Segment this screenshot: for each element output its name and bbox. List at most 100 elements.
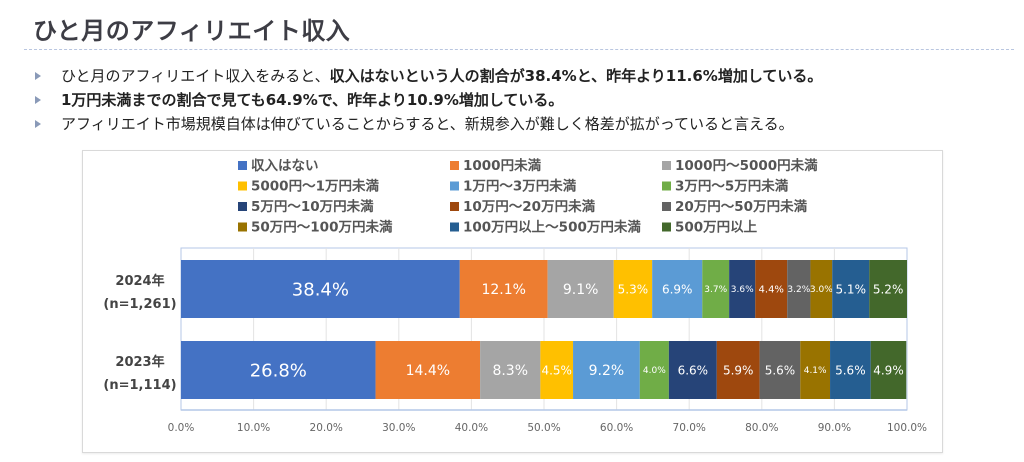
legend-swatch-8 [662,202,671,211]
bar-segment-1-1 [375,341,481,399]
legend-label-10: 100万円以上〜500万円未満 [463,219,641,236]
legend-label-8: 20万円〜50万円未満 [675,198,808,215]
bar-segment-0-0 [181,260,460,318]
data-label-0-0: 38.4% [292,279,349,300]
legend-swatch-5 [662,181,671,191]
bar-segment-0-3 [613,260,653,318]
bullet-arrow-icon [35,72,41,80]
chart-legend: 収入はない 1000円未満 1000円〜5000円未満 5000円〜1万円未満 1万円〜… [238,157,818,236]
x-tick-10: 100.0% [887,422,927,434]
bar-segment-0-11 [869,260,907,318]
legend-label-7: 10万円〜20万円未満 [463,198,596,215]
category-label-1: 2023年 [115,354,164,370]
legend-swatch-9 [238,222,247,232]
bullet-2: 1万円未満までの割合で見ても64.9%で、昨年より10.9%増加している。 [35,89,1015,113]
bullet-arrow-icon [35,96,41,104]
bullet-3: アフィリエイト市場規模自体は伸びていることからすると、新規参入が難しく格差が拡が… [35,113,1015,137]
x-tick-7: 70.0% [673,422,706,434]
legend-swatch-0 [238,161,247,170]
data-label-0-4: 6.9% [662,282,693,296]
data-label-0-8: 3.2% [787,285,810,295]
data-label-1-11: 4.9% [873,363,904,377]
legend-label-5: 3万円〜5万円未満 [675,178,789,195]
bullet-1-text: ひと月のアフィリエイト収入をみると、 [61,67,330,85]
bar-segment-0-10 [832,260,870,318]
category-label-0: 2024年 [115,273,164,289]
bullet-1: ひと月のアフィリエイト収入をみると、収入はないという人の割合が38.4%と、昨年… [35,65,1015,89]
legend-swatch-1 [450,161,459,170]
legend-swatch-6 [238,202,247,211]
category-sublabel-1: (n=1,114) [103,378,176,393]
legend-swatch-4 [450,181,459,191]
legend-label-9: 50万円〜100万円未満 [251,219,393,236]
x-tick-3: 30.0% [382,422,415,434]
x-tick-8: 80.0% [745,422,778,434]
bar-segment-1-7 [716,341,760,399]
x-tick-1: 10.0% [237,422,270,434]
summary-bullets: ひと月のアフィリエイト収入をみると、収入はないという人の割合が38.4%と、昨年… [35,65,1015,137]
bar-segment-1-11 [870,341,907,399]
legend-label-6: 5万円〜10万円未満 [251,198,374,215]
data-label-1-0: 26.8% [250,360,307,381]
data-label-0-11: 5.2% [873,282,904,296]
data-label-0-6: 3.6% [731,285,754,295]
bar-segment-1-6 [668,341,717,399]
bar-segment-0-4 [652,260,703,318]
x-tick-9: 90.0% [818,422,851,434]
chart-category-labels: 2024年 (n=1,261) 2023年 (n=1,114) [103,273,176,393]
data-label-0-10: 5.1% [835,282,866,296]
page-title: ひと月のアフィリエイト収入 [33,17,351,45]
bar-segment-0-6 [729,260,756,318]
legend-swatch-2 [662,161,671,170]
data-label-1-7: 5.9% [723,363,754,377]
data-label-0-1: 12.1% [481,282,525,298]
bar-segment-1-4 [573,341,640,399]
legend-swatch-10 [450,222,459,232]
data-label-1-8: 5.6% [765,363,796,377]
data-label-1-5: 4.0% [643,366,666,376]
data-label-1-1: 14.4% [406,363,450,379]
data-label-1-6: 6.6% [678,363,709,377]
x-tick-4: 40.0% [455,422,488,434]
data-label-0-7: 4.4% [759,285,784,296]
bar-segment-0-5 [702,260,730,318]
legend-swatch-11 [662,222,671,232]
data-label-0-9: 3.0% [810,285,833,295]
bar-segment-1-8 [759,341,801,399]
x-tick-5: 50.0% [527,422,560,434]
x-tick-6: 60.0% [600,422,633,434]
bar-segment-0-9 [810,260,833,318]
legend-label-4: 1万円〜3万円未満 [463,178,577,195]
chart-bars: 38.4% 12.1% 9.1% 5.3% 6.9% 3.7% 3.6% 4.4% 3.2% 3.… [181,260,907,399]
bar-segment-1-5 [639,341,669,399]
chart-x-axis-ticks: 0.0% 10.0% 20.0% 30.0% 40.0% 50.0% 60.0% 70.0% 8… [168,422,927,434]
legend-label-2: 1000円〜5000円未満 [675,157,818,174]
bar-segment-1-2 [480,341,541,399]
bullet-2-emphasis: 1万円未満までの割合で見ても64.9%で、昨年より10.9%増加している。 [61,91,564,109]
category-sublabel-0: (n=1,261) [103,297,176,312]
bar-segment-0-2 [547,260,614,318]
legend-label-3: 5000円〜1万円未満 [251,178,379,195]
data-label-1-2: 8.3% [492,363,528,379]
data-label-1-10: 5.6% [835,363,866,377]
bar-segment-0-7 [755,260,788,318]
bar-segment-0-1 [459,260,548,318]
bar-segment-1-9 [800,341,831,399]
bar-segment-1-0 [181,341,376,399]
legend-label-11: 500万円以上 [675,220,758,236]
data-label-1-3: 4.5% [541,363,572,377]
data-label-1-9: 4.1% [804,366,827,376]
data-label-0-5: 3.7% [704,285,727,295]
bar-segment-0-8 [787,260,811,318]
data-label-0-3: 5.3% [618,282,649,296]
title-divider [24,49,1014,50]
bullet-1-emphasis: 収入はないという人の割合が38.4%と、昨年より11.6%増加している。 [329,67,823,85]
data-label-1-4: 9.2% [589,363,625,379]
data-label-0-2: 9.1% [563,282,599,298]
legend-swatch-7 [450,202,459,211]
bullet-arrow-icon [35,120,41,128]
bar-segment-1-3 [540,341,574,399]
legend-label-0: 収入はない [251,158,319,174]
x-tick-2: 20.0% [310,422,343,434]
